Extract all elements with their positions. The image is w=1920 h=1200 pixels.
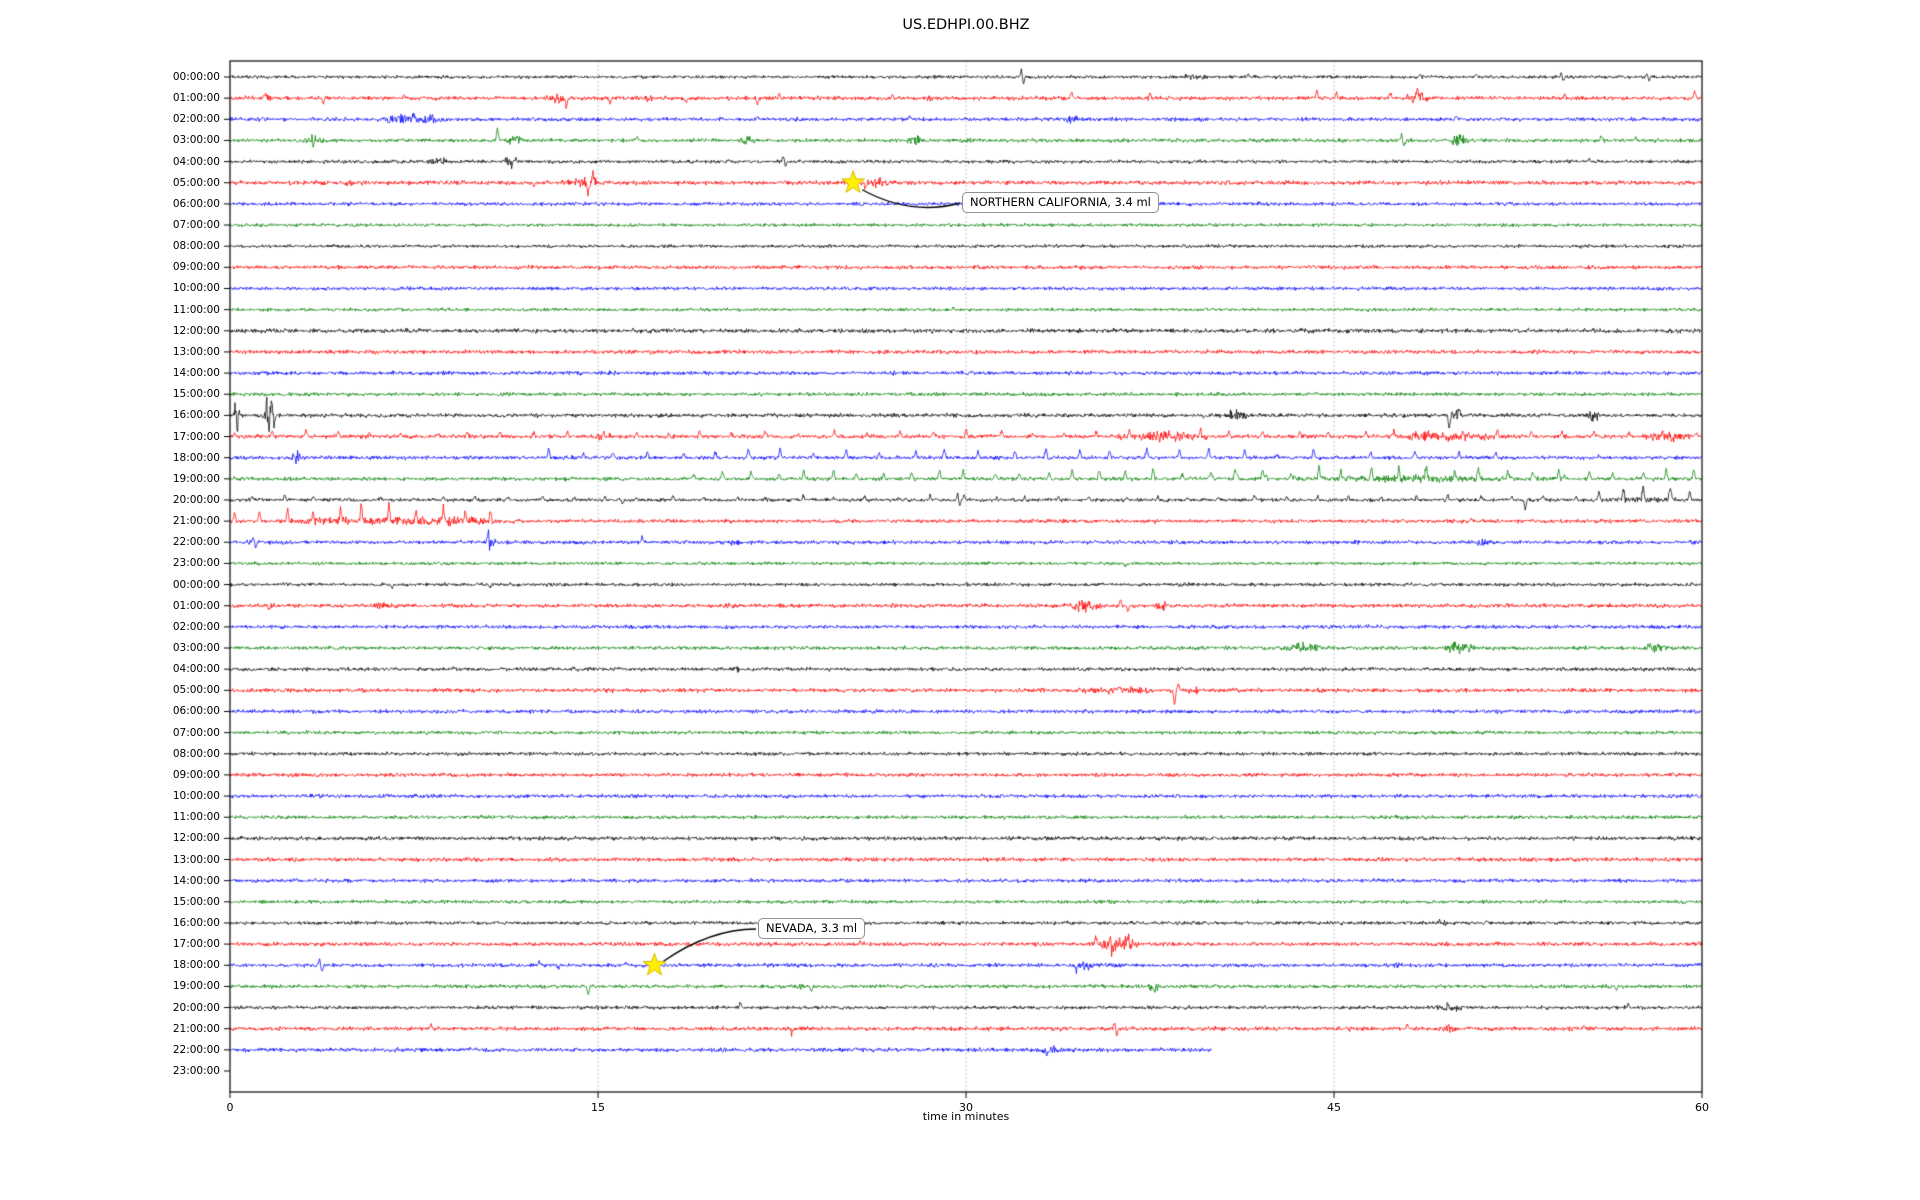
annotation-box-northern-california: NORTHERN CALIFORNIA, 3.4 ml	[962, 192, 1159, 213]
y-axis-label: 02:00:00	[172, 620, 220, 633]
y-axis-label: 20:00:00	[172, 1001, 220, 1014]
y-axis-label: 07:00:00	[172, 726, 220, 739]
y-axis-label: 00:00:00	[172, 578, 220, 591]
y-axis-label: 21:00:00	[172, 515, 220, 528]
y-axis-label: 04:00:00	[172, 663, 220, 676]
y-axis-label: 11:00:00	[172, 811, 220, 824]
y-axis-label: 19:00:00	[172, 472, 220, 485]
y-axis-label: 14:00:00	[172, 874, 220, 887]
y-axis-label: 03:00:00	[172, 134, 220, 147]
y-axis-label: 01:00:00	[172, 92, 220, 105]
y-axis-label: 13:00:00	[172, 345, 220, 358]
plot-title: US.EDHPI.00.BHZ	[902, 17, 1030, 33]
y-axis-label: 17:00:00	[172, 430, 220, 443]
y-axis-label: 23:00:00	[172, 1065, 220, 1077]
y-axis-label: 18:00:00	[172, 959, 220, 972]
y-axis-label: 12:00:00	[172, 324, 220, 337]
y-axis-label: 01:00:00	[172, 599, 220, 612]
y-axis-label: 08:00:00	[172, 747, 220, 760]
y-axis-label: 10:00:00	[172, 790, 220, 803]
y-axis-label: 13:00:00	[172, 853, 220, 866]
y-axis-label: 17:00:00	[172, 938, 220, 951]
y-axis-label: 07:00:00	[172, 219, 220, 232]
y-axis-label: 21:00:00	[172, 1022, 220, 1035]
y-axis-label: 00:00:00	[172, 71, 220, 83]
y-axis-label: 08:00:00	[172, 240, 220, 253]
y-axis-label: 10:00:00	[172, 282, 220, 295]
y-axis-label: 06:00:00	[172, 705, 220, 718]
x-axis-title: time in minutes	[922, 1110, 1010, 1123]
y-axis-label: 18:00:00	[172, 451, 220, 464]
y-axis-label: 22:00:00	[172, 536, 220, 549]
y-axis-label: 04:00:00	[172, 155, 220, 168]
y-axis-label: 05:00:00	[172, 176, 220, 189]
y-axis-label: 03:00:00	[172, 642, 220, 655]
y-axis-label: 23:00:00	[172, 557, 220, 570]
annotation-box-nevada: NEVADA, 3.3 ml	[758, 918, 866, 939]
y-axis-label: 02:00:00	[172, 113, 220, 126]
y-axis-label: 09:00:00	[172, 261, 220, 274]
y-axis-label: 12:00:00	[172, 832, 220, 845]
x-axis-tick-label-60: 60	[1695, 1101, 1709, 1114]
y-axis-label: 16:00:00	[172, 916, 220, 929]
x-axis-tick-label-15: 15	[591, 1101, 605, 1114]
y-axis-label: 05:00:00	[172, 684, 220, 697]
y-axis-label: 15:00:00	[172, 388, 220, 401]
x-axis-tick-label-0: 0	[226, 1101, 234, 1114]
y-axis-label: 11:00:00	[172, 303, 220, 316]
y-axis-label: 16:00:00	[172, 409, 220, 422]
y-axis-label: 09:00:00	[172, 768, 220, 781]
y-axis-label: 14:00:00	[172, 367, 220, 380]
x-axis-tick-label-45: 45	[1327, 1101, 1341, 1114]
y-axis-label: 15:00:00	[172, 895, 220, 908]
y-axis-label: 22:00:00	[172, 1043, 220, 1056]
y-axis-label: 19:00:00	[172, 980, 220, 993]
y-axis-label: 20:00:00	[172, 493, 220, 506]
x-axis-tick-label-30: 30	[959, 1101, 973, 1114]
y-axis-label: 06:00:00	[172, 197, 220, 210]
